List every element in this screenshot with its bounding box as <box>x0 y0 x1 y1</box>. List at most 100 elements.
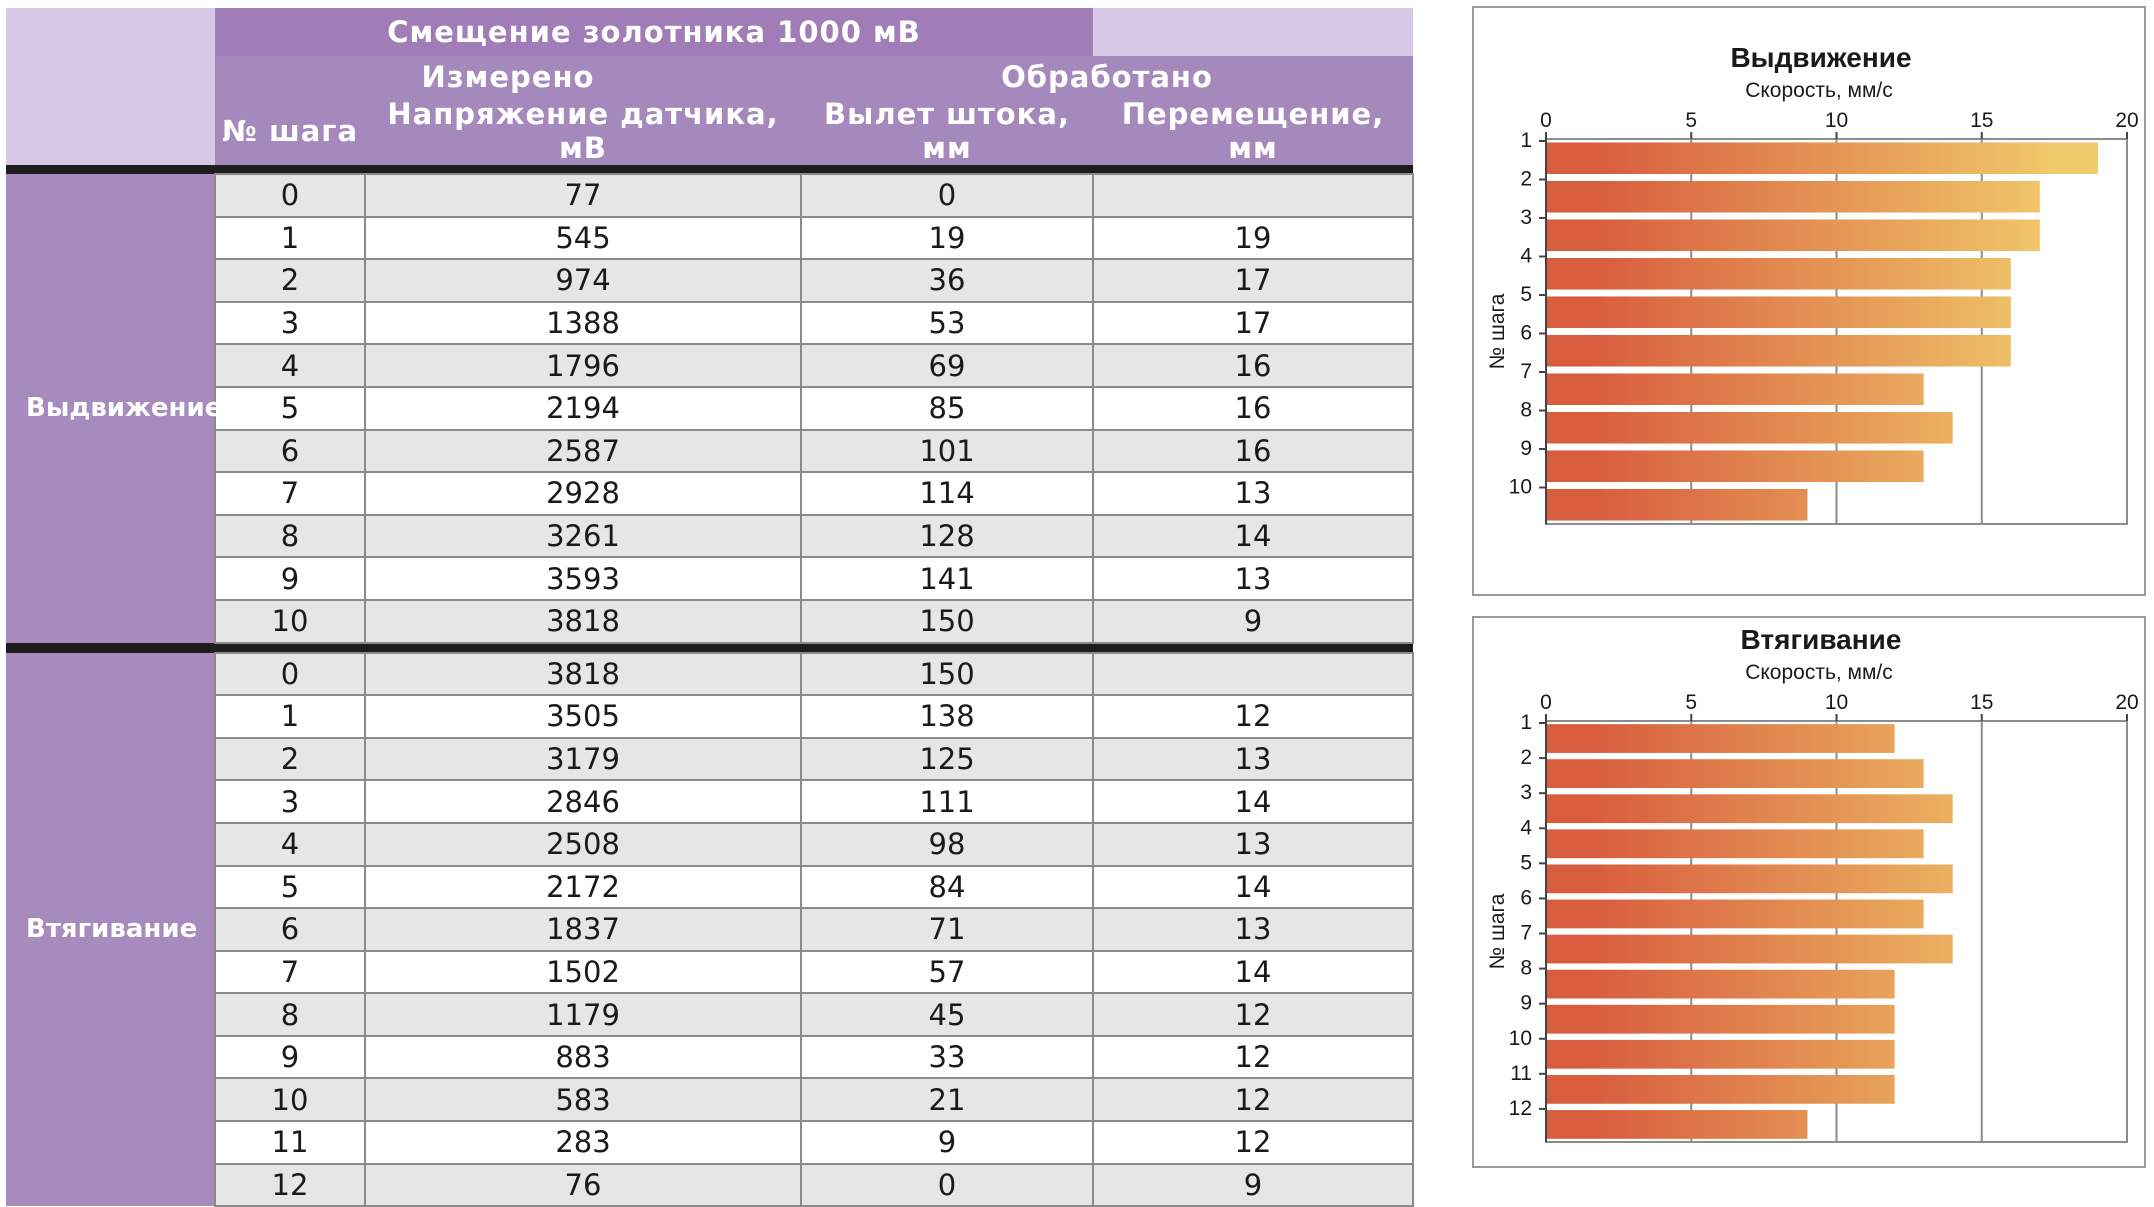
cell-voltage: 2194 <box>364 385 802 431</box>
y-tick-label: 7 <box>1520 360 1532 383</box>
cell-stroke: 53 <box>800 300 1094 346</box>
cell-voltage: 3505 <box>364 694 802 739</box>
bar <box>1546 219 2040 252</box>
cell-stroke: 0 <box>800 1162 1094 1207</box>
cell-stroke: 85 <box>800 385 1094 431</box>
cell-voltage: 1796 <box>364 343 802 388</box>
cell-move: 12 <box>1092 1034 1414 1080</box>
table-row: 1 3505 138 12 <box>6 694 1414 739</box>
y-tick-label: 6 <box>1520 322 1532 345</box>
x-axis-label: Скорость, мм/с <box>1745 661 1893 684</box>
cell-move <box>1092 173 1414 218</box>
bar <box>1546 829 1924 859</box>
cell-move: 19 <box>1092 215 1414 261</box>
table-row: 9 3593 141 13 <box>6 556 1414 601</box>
cell-step: 2 <box>214 258 366 303</box>
group-label: Втягивание <box>6 652 216 1207</box>
processed-header: Обработано <box>801 56 1413 97</box>
y-tick-label: 5 <box>1520 283 1532 306</box>
cell-stroke: 19 <box>800 215 1094 261</box>
cell-stroke: 150 <box>800 651 1094 697</box>
col-stroke-header: Вылет штока, мм <box>801 97 1093 165</box>
bar <box>1546 411 1953 444</box>
y-tick-label: 12 <box>1509 1097 1532 1120</box>
cell-step: 3 <box>214 300 366 346</box>
y-tick-label: 8 <box>1520 399 1532 422</box>
col-step-header: № шага <box>215 97 365 165</box>
cell-move: 13 <box>1092 736 1414 782</box>
table-row: Выдвижение 0 77 0 <box>6 173 1414 643</box>
table-row: 3 1388 53 17 <box>6 300 1414 346</box>
y-tick-label: 2 <box>1520 168 1532 191</box>
cell-move: 13 <box>1092 821 1414 867</box>
cell-voltage: 1179 <box>364 992 802 1037</box>
cell-stroke: 114 <box>800 471 1094 516</box>
table-row: 7 1502 57 14 <box>6 949 1414 995</box>
cell-move: 16 <box>1092 343 1414 388</box>
cell-step: 4 <box>214 343 366 388</box>
y-tick-label: 2 <box>1520 746 1532 769</box>
bar <box>1546 334 2011 367</box>
chart-extension: Выдвижение Скорость, мм/с 0 5 10 15 20 1 2 3 4 5 6 7 8… <box>1472 6 2146 596</box>
chart-retraction: Втягивание Скорость, мм/с 0 5 10 15 20 1 2 3 4 5 6 7 8… <box>1472 616 2146 1168</box>
cell-move <box>1092 651 1414 697</box>
y-tick-label: 11 <box>1510 1062 1532 1085</box>
cell-move: 14 <box>1092 513 1414 559</box>
cell-step: 1 <box>214 694 366 739</box>
cell-move: 13 <box>1092 471 1414 516</box>
cell-move: 13 <box>1092 556 1414 601</box>
chart-title: Выдвижение <box>1730 42 1911 73</box>
table-row: 4 1796 69 16 <box>6 343 1414 388</box>
bar <box>1546 1039 1895 1069</box>
y-tick-label: 9 <box>1520 992 1532 1015</box>
cell-step: 1 <box>214 215 366 261</box>
x-tick-label: 15 <box>1970 691 1993 714</box>
table-row: Втягивание 0 3818 150 <box>6 651 1414 1207</box>
cell-step: 10 <box>214 1077 366 1123</box>
cell-move: 12 <box>1092 1120 1414 1165</box>
bar <box>1546 450 1924 483</box>
table-row: 1 545 19 19 <box>6 215 1414 261</box>
cell-voltage: 1502 <box>364 949 802 995</box>
cell-move: 17 <box>1092 258 1414 303</box>
cell-voltage: 3818 <box>364 651 802 697</box>
y-tick-label: 6 <box>1520 886 1532 909</box>
cell-stroke: 36 <box>800 258 1094 303</box>
cell-voltage: 545 <box>364 215 802 261</box>
cell-step: 0 <box>214 173 366 218</box>
cell-stroke: 57 <box>800 949 1094 995</box>
chart-title: Втягивание <box>1741 624 1902 655</box>
cell-step: 5 <box>214 864 366 910</box>
y-tick-label: 3 <box>1520 206 1532 229</box>
bar <box>1546 257 2011 290</box>
cell-voltage: 3261 <box>364 513 802 559</box>
table-row: 11 283 9 12 <box>6 1120 1414 1165</box>
cell-stroke: 45 <box>800 992 1094 1037</box>
cell-voltage: 3818 <box>364 598 802 644</box>
cell-voltage: 2172 <box>364 864 802 910</box>
x-tick-label: 15 <box>1970 109 1993 132</box>
cell-stroke: 9 <box>800 1120 1094 1165</box>
cell-move: 12 <box>1092 1077 1414 1123</box>
cell-stroke: 33 <box>800 1034 1094 1080</box>
cell-voltage: 3593 <box>364 556 802 601</box>
cell-voltage: 76 <box>364 1162 802 1207</box>
table-corner <box>6 8 215 165</box>
cell-move: 13 <box>1092 907 1414 952</box>
x-tick-label: 10 <box>1825 109 1848 132</box>
cell-step: 3 <box>214 779 366 824</box>
table-row: 3 2846 111 14 <box>6 779 1414 824</box>
x-axis-label: Скорость, мм/с <box>1745 79 1893 102</box>
cell-stroke: 84 <box>800 864 1094 910</box>
table-row: 6 1837 71 13 <box>6 907 1414 952</box>
y-axis-label: № шага <box>1486 893 1509 969</box>
y-tick-label: 1 <box>1520 129 1532 152</box>
cell-voltage: 974 <box>364 258 802 303</box>
y-tick-label: 9 <box>1520 437 1532 460</box>
table-row: 8 3261 128 14 <box>6 513 1414 559</box>
x-tick-label: 20 <box>2115 691 2138 714</box>
cell-step: 8 <box>214 992 366 1037</box>
cell-move: 12 <box>1092 694 1414 739</box>
y-tick-label: 1 <box>1520 711 1532 734</box>
